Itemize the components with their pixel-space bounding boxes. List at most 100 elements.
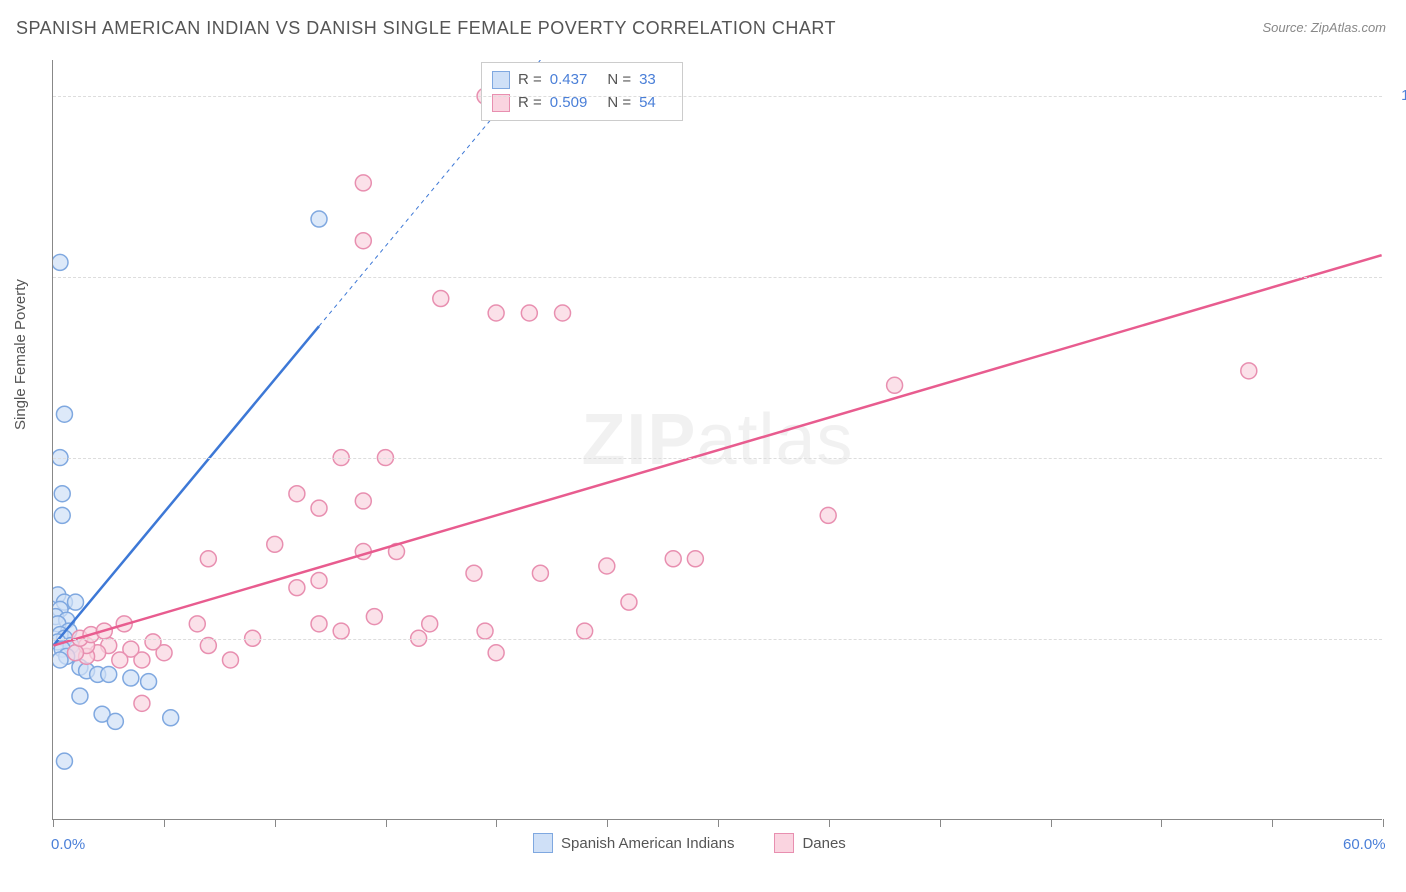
- scatter-point: [577, 623, 593, 639]
- legend-stats-box: R = 0.437 N = 33R = 0.509 N = 54: [481, 62, 683, 121]
- legend-n-label: N =: [607, 69, 631, 92]
- scatter-point: [488, 645, 504, 661]
- scatter-point: [116, 616, 132, 632]
- scatter-point: [555, 305, 571, 321]
- scatter-point: [532, 565, 548, 581]
- y-tick-label: 25.0%: [1392, 630, 1406, 647]
- x-tick: [1272, 819, 1273, 827]
- legend-swatch: [774, 833, 794, 853]
- scatter-point: [1241, 363, 1257, 379]
- scatter-point: [887, 377, 903, 393]
- x-tick: [275, 819, 276, 827]
- scatter-point: [267, 536, 283, 552]
- scatter-point: [156, 645, 172, 661]
- scatter-point: [488, 305, 504, 321]
- scatter-point: [54, 486, 70, 502]
- scatter-point: [123, 670, 139, 686]
- scatter-point: [477, 623, 493, 639]
- scatter-point: [311, 211, 327, 227]
- x-tick: [940, 819, 941, 827]
- scatter-point: [123, 641, 139, 657]
- scatter-point: [222, 652, 238, 668]
- scatter-point: [311, 500, 327, 516]
- legend-n-value: 54: [639, 92, 656, 115]
- x-tick: [1383, 819, 1384, 827]
- trend-line: [53, 255, 1381, 645]
- scatter-point: [59, 612, 75, 628]
- scatter-point: [433, 291, 449, 307]
- legend-n-label: N =: [607, 92, 631, 115]
- scatter-point: [311, 572, 327, 588]
- scatter-point: [289, 486, 305, 502]
- scatter-point: [466, 565, 482, 581]
- x-tick: [53, 819, 54, 827]
- scatter-point: [72, 659, 88, 675]
- legend-series: Spanish American IndiansDanes: [533, 833, 846, 853]
- scatter-point: [422, 616, 438, 632]
- legend-r-value: 0.437: [550, 69, 588, 92]
- scatter-point: [53, 587, 66, 603]
- scatter-point: [53, 601, 68, 617]
- scatter-point: [687, 551, 703, 567]
- scatter-point: [333, 623, 349, 639]
- scatter-point: [355, 175, 371, 191]
- x-tick-label: 60.0%: [1343, 836, 1386, 853]
- scatter-point: [53, 652, 68, 668]
- legend-swatch: [492, 71, 510, 89]
- watermark-light: atlas: [696, 400, 853, 480]
- scatter-point: [366, 609, 382, 625]
- scatter-point: [521, 305, 537, 321]
- scatter-point: [56, 753, 72, 769]
- scatter-point: [72, 688, 88, 704]
- x-tick: [386, 819, 387, 827]
- gridline: [53, 458, 1382, 459]
- scatter-point: [621, 594, 637, 610]
- scatter-point: [53, 254, 68, 270]
- x-tick: [829, 819, 830, 827]
- scatter-point: [83, 627, 99, 643]
- y-axis-label: Single Female Poverty: [12, 279, 29, 430]
- y-tick-label: 50.0%: [1392, 449, 1406, 466]
- legend-stats-row: R = 0.509 N = 54: [492, 92, 668, 115]
- scatter-point: [54, 507, 70, 523]
- chart-svg: [53, 60, 1382, 819]
- scatter-point: [189, 616, 205, 632]
- scatter-point: [56, 406, 72, 422]
- scatter-point: [90, 666, 106, 682]
- scatter-point: [112, 652, 128, 668]
- scatter-point: [134, 652, 150, 668]
- x-tick: [1051, 819, 1052, 827]
- legend-r-value: 0.509: [550, 92, 588, 115]
- scatter-point: [61, 623, 77, 639]
- x-tick: [496, 819, 497, 827]
- source-attribution: Source: ZipAtlas.com: [1262, 20, 1386, 35]
- scatter-point: [56, 594, 72, 610]
- scatter-point: [107, 713, 123, 729]
- scatter-point: [96, 623, 112, 639]
- gridline: [53, 639, 1382, 640]
- scatter-point: [53, 609, 64, 625]
- watermark-bold: ZIP: [581, 400, 696, 480]
- x-tick: [1161, 819, 1162, 827]
- x-tick-label: 0.0%: [51, 836, 85, 853]
- x-tick: [718, 819, 719, 827]
- legend-r-label: R =: [518, 92, 542, 115]
- y-tick-label: 75.0%: [1392, 268, 1406, 285]
- scatter-point: [163, 710, 179, 726]
- legend-n-value: 33: [639, 69, 656, 92]
- gridline: [53, 277, 1382, 278]
- scatter-point: [101, 666, 117, 682]
- scatter-point: [355, 233, 371, 249]
- scatter-point: [145, 634, 161, 650]
- scatter-point: [665, 551, 681, 567]
- scatter-point: [53, 616, 66, 632]
- scatter-point: [68, 645, 84, 661]
- legend-swatch: [533, 833, 553, 853]
- chart-title: SPANISH AMERICAN INDIAN VS DANISH SINGLE…: [16, 18, 836, 39]
- scatter-point: [90, 645, 106, 661]
- plot-area: ZIPatlas R =0.437N =33R =0.509N =54 Span…: [52, 60, 1382, 820]
- scatter-point: [141, 674, 157, 690]
- scatter-point: [53, 634, 66, 650]
- scatter-point: [355, 544, 371, 560]
- scatter-point: [311, 616, 327, 632]
